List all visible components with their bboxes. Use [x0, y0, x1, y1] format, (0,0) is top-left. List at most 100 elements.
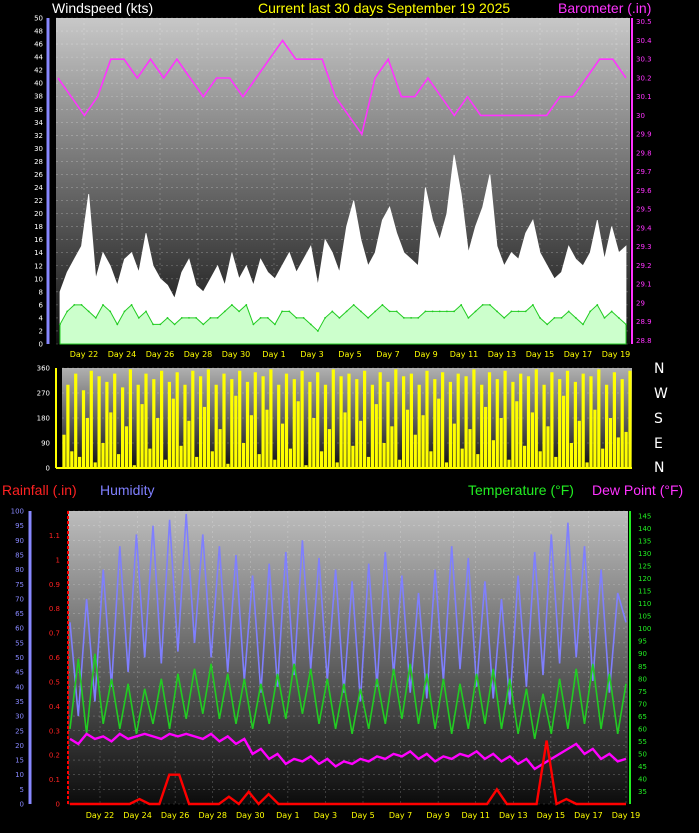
humidity-tick-label: 75	[15, 581, 24, 589]
climate-day-label: Day 24	[123, 811, 152, 820]
wind-average-point	[503, 317, 506, 319]
rainfall-header: Rainfall (.in)	[2, 482, 77, 498]
wind-average-point	[567, 310, 570, 313]
humidity-tick-label: 20	[15, 742, 24, 750]
wind-average-point	[546, 323, 549, 326]
wind-average-point	[496, 310, 498, 313]
wind-average-point	[388, 310, 391, 313]
barometer-tick-label: 29.8	[636, 149, 652, 157]
direction-tick-label: 360	[37, 365, 50, 373]
compass-east: E	[654, 436, 663, 452]
direction-series-group	[62, 369, 632, 468]
barometer-tick-label: 29.4	[636, 224, 652, 232]
temperature-tick-label: 145	[638, 513, 651, 521]
wind-average-point	[223, 310, 226, 313]
wind-average-point	[345, 310, 348, 313]
wind-average-point	[395, 310, 398, 313]
wind-average-point	[489, 304, 491, 306]
wind-average-point	[216, 317, 219, 319]
rain-tick-label: 0.7	[49, 630, 60, 638]
humidity-tick-label: 85	[15, 551, 24, 559]
wind-average-point	[130, 304, 133, 306]
temperature-tick-label: 55	[638, 738, 647, 746]
wind-average-point	[560, 317, 563, 319]
wind-average-point	[360, 310, 362, 313]
wind-day-label: Day 19	[602, 350, 631, 359]
temperature-tick-label: 45	[638, 763, 647, 771]
barometer-tick-label: 29.9	[636, 131, 652, 139]
wind-tick-label: 34	[34, 119, 43, 127]
wind-tick-label: 40	[34, 80, 43, 88]
wind-average-point	[137, 317, 140, 319]
wind-tick-label: 42	[34, 67, 43, 75]
barometer-tick-label: 28.9	[636, 318, 652, 326]
compass-west: W	[654, 386, 668, 402]
wind-average-point	[474, 310, 477, 313]
wind-tick-label: 10	[34, 275, 43, 283]
wind-average-point	[87, 310, 90, 313]
wind-day-label: Day 13	[488, 350, 517, 359]
wind-average-point	[553, 317, 556, 319]
wind-average-point	[80, 304, 83, 306]
temperature-tick-label: 125	[638, 563, 651, 571]
wind-average-point	[188, 317, 190, 319]
barometer-tick-label: 30.1	[636, 93, 652, 101]
wind-average-point	[259, 317, 262, 319]
barometer-tick-label: 29.3	[636, 243, 652, 251]
barometer-tick-label: 30	[636, 112, 645, 120]
wind-average-point	[610, 310, 613, 313]
direction-tick-label: 180	[37, 415, 50, 423]
wind-average-point	[324, 317, 326, 319]
barometer-header: Barometer (.in)	[558, 0, 651, 16]
wind-average-point	[288, 310, 291, 313]
wind-average-point	[331, 310, 334, 313]
wind-day-label: Day 5	[338, 350, 361, 359]
wind-tick-label: 22	[34, 197, 43, 205]
barometer-tick-label: 30.4	[636, 37, 652, 45]
humidity-tick-label: 25	[15, 727, 24, 735]
humidity-header: Humidity	[100, 482, 154, 498]
wind-average-point	[424, 310, 427, 313]
dewpoint-header: Dew Point (°F)	[592, 482, 683, 498]
humidity-tick-label: 90	[15, 537, 24, 545]
wind-tick-label: 12	[34, 262, 43, 270]
wind-tick-label: 4	[39, 314, 44, 322]
wind-day-label: Day 22	[70, 350, 99, 359]
temperature-tick-label: 85	[638, 663, 647, 671]
wind-average-point	[59, 323, 61, 326]
humidity-tick-label: 0	[20, 801, 24, 809]
barometer-tick-label: 29.6	[636, 187, 652, 195]
humidity-tick-label: 35	[15, 698, 24, 706]
temperature-tick-label: 120	[638, 575, 651, 583]
direction-tick-label: 270	[37, 390, 50, 398]
wind-average-point	[446, 310, 448, 313]
wind-average-point	[274, 323, 276, 326]
wind-average-point	[517, 310, 520, 313]
wind-average-point	[238, 310, 241, 313]
climate-day-label: Day 28	[198, 811, 227, 820]
climate-day-label: Day 30	[236, 811, 265, 820]
wind-tick-label: 16	[34, 236, 43, 244]
barometer-tick-label: 30.2	[636, 74, 652, 82]
temperature-tick-label: 80	[638, 675, 647, 683]
wind-average-point	[166, 317, 169, 319]
wind-tick-label: 24	[34, 184, 43, 192]
climate-day-label: Day 22	[86, 811, 115, 820]
humidity-tick-label: 80	[15, 566, 24, 574]
climate-day-label: Day 13	[499, 811, 528, 820]
wind-day-label: Day 28	[184, 350, 213, 359]
climate-panel-grid	[68, 510, 628, 805]
rain-tick-label: 1	[56, 556, 60, 564]
wind-tick-label: 28	[34, 158, 43, 166]
humidity-tick-label: 100	[11, 508, 24, 516]
humidity-tick-label: 30	[15, 713, 24, 721]
temperature-tick-label: 100	[638, 625, 651, 633]
wind-average-point	[173, 323, 176, 326]
rain-tick-label: 0.8	[49, 605, 60, 613]
wind-average-point	[438, 310, 441, 313]
barometer-tick-label: 30.5	[636, 18, 652, 26]
compass-north-top: N	[654, 361, 664, 377]
humidity-tick-label: 65	[15, 610, 24, 618]
wind-average-point	[73, 304, 76, 306]
wind-average-point	[403, 317, 405, 319]
